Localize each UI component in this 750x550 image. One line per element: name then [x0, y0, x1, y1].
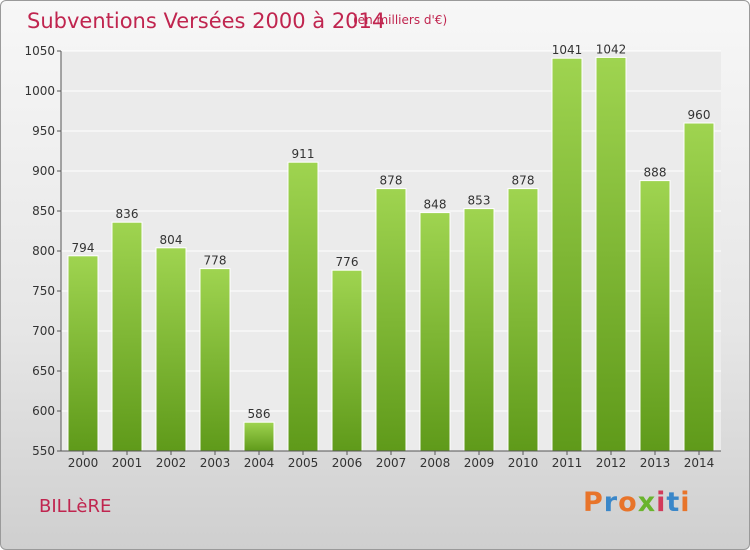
y-tick-label: 700: [32, 324, 55, 338]
logo-letter: i: [680, 487, 691, 518]
x-tick-label: 2004: [244, 456, 275, 470]
x-tick-label: 2013: [640, 456, 671, 470]
data-label-2009: 853: [468, 194, 491, 208]
logo-letter: i: [656, 487, 667, 518]
x-tick-label: 2000: [68, 456, 99, 470]
x-tick-label: 2009: [464, 456, 495, 470]
data-label-2003: 778: [204, 254, 227, 268]
y-tick-label: 650: [32, 364, 55, 378]
bar-2007: [375, 188, 407, 452]
logo-letter: t: [666, 487, 681, 518]
bar-2005: [287, 161, 319, 452]
bar-2009: [463, 208, 495, 452]
x-tick-label: 2012: [596, 456, 627, 470]
x-tick-label: 2005: [288, 456, 319, 470]
bar-2004: [243, 421, 275, 452]
chart-title: Subventions Versées 2000 à 2014: [27, 9, 386, 33]
data-label-2006: 776: [336, 255, 359, 269]
data-label-2004: 586: [248, 407, 271, 421]
data-label-2010: 878: [512, 174, 535, 188]
y-tick-label: 1050: [24, 44, 55, 58]
proxiti-logo: Proxiti: [583, 487, 691, 518]
y-tick-label: 1000: [24, 84, 55, 98]
bar-2011: [551, 57, 583, 452]
x-tick-label: 2002: [156, 456, 187, 470]
data-label-2000: 794: [72, 241, 95, 255]
y-tick-label: 750: [32, 284, 55, 298]
data-label-2012: 1042: [596, 42, 627, 56]
data-label-2005: 911: [292, 147, 315, 161]
data-label-2002: 804: [160, 233, 183, 247]
x-axis: 2000 2001 2002 2003 2004 2005 2006 2007 2008 2009…: [61, 450, 721, 470]
x-tick-label: 2006: [332, 456, 363, 470]
y-tick-label: 900: [32, 164, 55, 178]
logo-letter: o: [618, 487, 638, 518]
bar-2001: [111, 221, 143, 452]
bar-2010: [507, 188, 539, 452]
commune-name: BILLèRE: [39, 496, 112, 517]
y-tick-label: 600: [32, 404, 55, 418]
data-label-2011: 1041: [552, 43, 583, 57]
x-tick-label: 2011: [552, 456, 583, 470]
data-label-2007: 878: [380, 174, 403, 188]
logo-letter: r: [603, 487, 619, 518]
x-tick-label: 2007: [376, 456, 407, 470]
bar-2006: [331, 269, 363, 452]
bar-2013: [639, 180, 671, 452]
logo-letter: x: [637, 487, 657, 518]
y-tick-label: 950: [32, 124, 55, 138]
bar-2000: [67, 255, 99, 452]
bar-2002: [155, 247, 187, 452]
x-tick-label: 2003: [200, 456, 231, 470]
chart-unit-note: (en milliers d'€): [353, 13, 448, 27]
x-tick-label: 2010: [508, 456, 539, 470]
x-tick-label: 2001: [112, 456, 143, 470]
data-labels: 794 836 804 778 586 911 776 878 848 853 878 1041 104…: [72, 42, 711, 421]
y-tick-label: 550: [32, 444, 55, 458]
data-label-2001: 836: [116, 207, 139, 221]
data-label-2013: 888: [644, 166, 667, 180]
data-label-2008: 848: [424, 198, 447, 212]
bar-2012: [595, 56, 627, 452]
bar-2014: [683, 122, 715, 452]
bar-2008: [419, 212, 451, 452]
data-label-2014: 960: [688, 108, 711, 122]
bar-2003: [199, 268, 231, 452]
y-axis: 550 600 650 700 750 800 850 900 950 1000 1050: [24, 44, 62, 458]
x-tick-label: 2014: [684, 456, 715, 470]
y-tick-label: 850: [32, 204, 55, 218]
logo-letter: P: [583, 487, 604, 518]
y-tick-label: 800: [32, 244, 55, 258]
x-tick-label: 2008: [420, 456, 451, 470]
